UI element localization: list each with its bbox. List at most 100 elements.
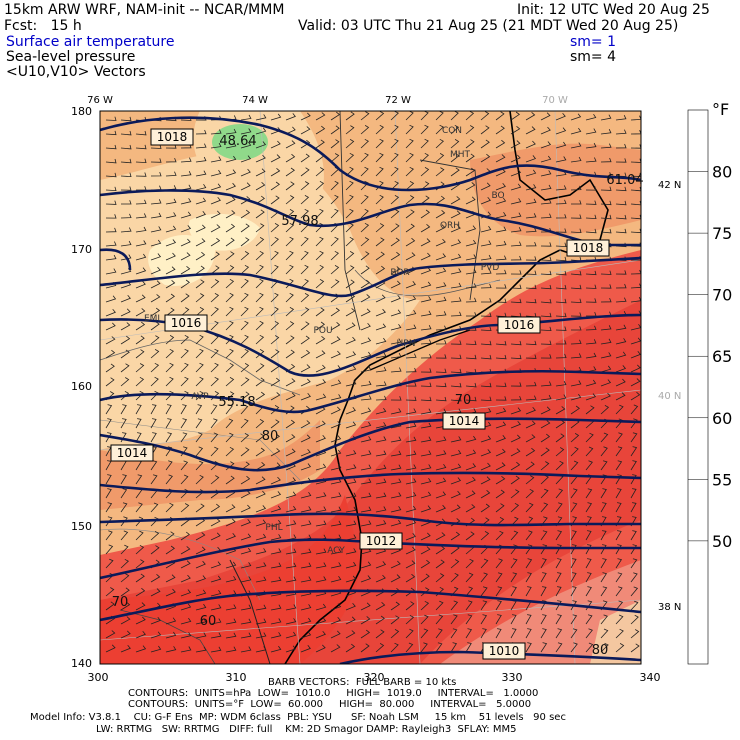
wind-barb (255, 632, 267, 639)
wind-barb (510, 125, 521, 135)
wind-barb (150, 226, 162, 233)
wind-barb (615, 283, 627, 289)
wind-barb (390, 492, 402, 499)
wind-barb (255, 334, 265, 345)
wind-barb (345, 351, 357, 359)
wind-barb (420, 628, 429, 639)
wind-barb (540, 586, 547, 597)
wind-barb (270, 264, 279, 275)
wind-barb (300, 335, 310, 345)
wind-barb (210, 618, 222, 625)
wind-barb (600, 352, 612, 359)
wind-barb (150, 418, 157, 429)
wind-barb (435, 614, 444, 625)
wind-barb (480, 600, 488, 611)
wind-barb (270, 645, 282, 653)
wind-barb (405, 166, 414, 177)
wind-barb (225, 334, 234, 345)
wind-barb (525, 406, 536, 415)
wind-barb (450, 224, 461, 233)
wind-barb (120, 601, 131, 611)
wind-barb (435, 253, 447, 261)
wind-barb (360, 351, 372, 359)
station-label: EMI (144, 314, 160, 324)
isobar-1012 (100, 538, 641, 580)
wind-barb (180, 418, 188, 429)
colorbar-label: 65 (712, 347, 732, 366)
wind-barb (420, 450, 432, 457)
wind-barb (555, 614, 562, 625)
wind-barb (135, 516, 144, 527)
wind-barb (510, 502, 520, 513)
wind-barb (615, 643, 625, 653)
wind-barb (480, 531, 490, 541)
wind-barb (180, 560, 191, 569)
wind-barb (540, 199, 552, 205)
coastline (284, 111, 609, 664)
wind-barb (420, 296, 432, 303)
wind-barb (360, 138, 369, 149)
wind-barb (165, 376, 174, 387)
wind-barb (510, 298, 522, 304)
wind-barb (150, 212, 162, 219)
wind-barb (390, 223, 400, 233)
wind-barb (255, 490, 266, 499)
wind-barb (480, 614, 488, 625)
wind-barb (270, 392, 281, 401)
wind-barb (615, 460, 623, 471)
wind-barb (150, 171, 162, 177)
wind-barb (225, 169, 237, 177)
wind-barb (195, 183, 207, 191)
wind-barb (255, 349, 265, 359)
longitude-label: 74 W (242, 95, 268, 106)
wind-barb (375, 629, 385, 639)
wind-barb (420, 368, 432, 373)
wind-barb (525, 111, 536, 121)
wind-barb (585, 379, 597, 387)
wind-barb (255, 264, 264, 275)
wind-barb (300, 491, 312, 499)
wind-barb (240, 433, 250, 443)
wind-barb (630, 614, 639, 625)
wind-barb (120, 630, 131, 639)
wind-barb (570, 614, 578, 625)
wind-barb (285, 576, 297, 583)
wind-barb (255, 391, 266, 401)
wind-barb (420, 464, 432, 471)
wind-barb (450, 340, 462, 345)
wind-barb (405, 223, 415, 233)
wind-barb (225, 320, 234, 331)
wind-barb (330, 520, 342, 527)
wind-barb (360, 125, 370, 135)
wind-barb (570, 284, 582, 290)
wind-barb (495, 154, 506, 163)
wind-barb (600, 392, 611, 401)
wind-barb (315, 307, 325, 317)
wind-barb (345, 506, 357, 513)
wind-barb (225, 348, 234, 359)
wind-barb (135, 602, 146, 611)
wind-barb (315, 350, 326, 359)
wind-barb (285, 140, 296, 149)
wind-barb (120, 254, 132, 261)
wind-barb (300, 434, 311, 443)
wind-barb (540, 530, 548, 541)
wind-barb (135, 253, 147, 261)
wind-barb (630, 269, 641, 275)
wind-barb (525, 354, 537, 359)
wind-barb (555, 298, 567, 304)
colorbar-label: 80 (712, 163, 732, 182)
wind-barb (210, 376, 219, 387)
wind-barb (540, 312, 552, 318)
wind-barb (540, 213, 552, 219)
wind-barb (615, 404, 624, 415)
wind-barb (510, 407, 522, 415)
wind-barb (495, 475, 506, 485)
wind-barb (105, 241, 117, 247)
wind-barb (330, 463, 342, 471)
wind-barb (375, 602, 386, 611)
wind-barb (240, 404, 249, 415)
wind-barb (420, 491, 432, 499)
wind-barb (480, 111, 490, 121)
state-border (100, 339, 301, 396)
